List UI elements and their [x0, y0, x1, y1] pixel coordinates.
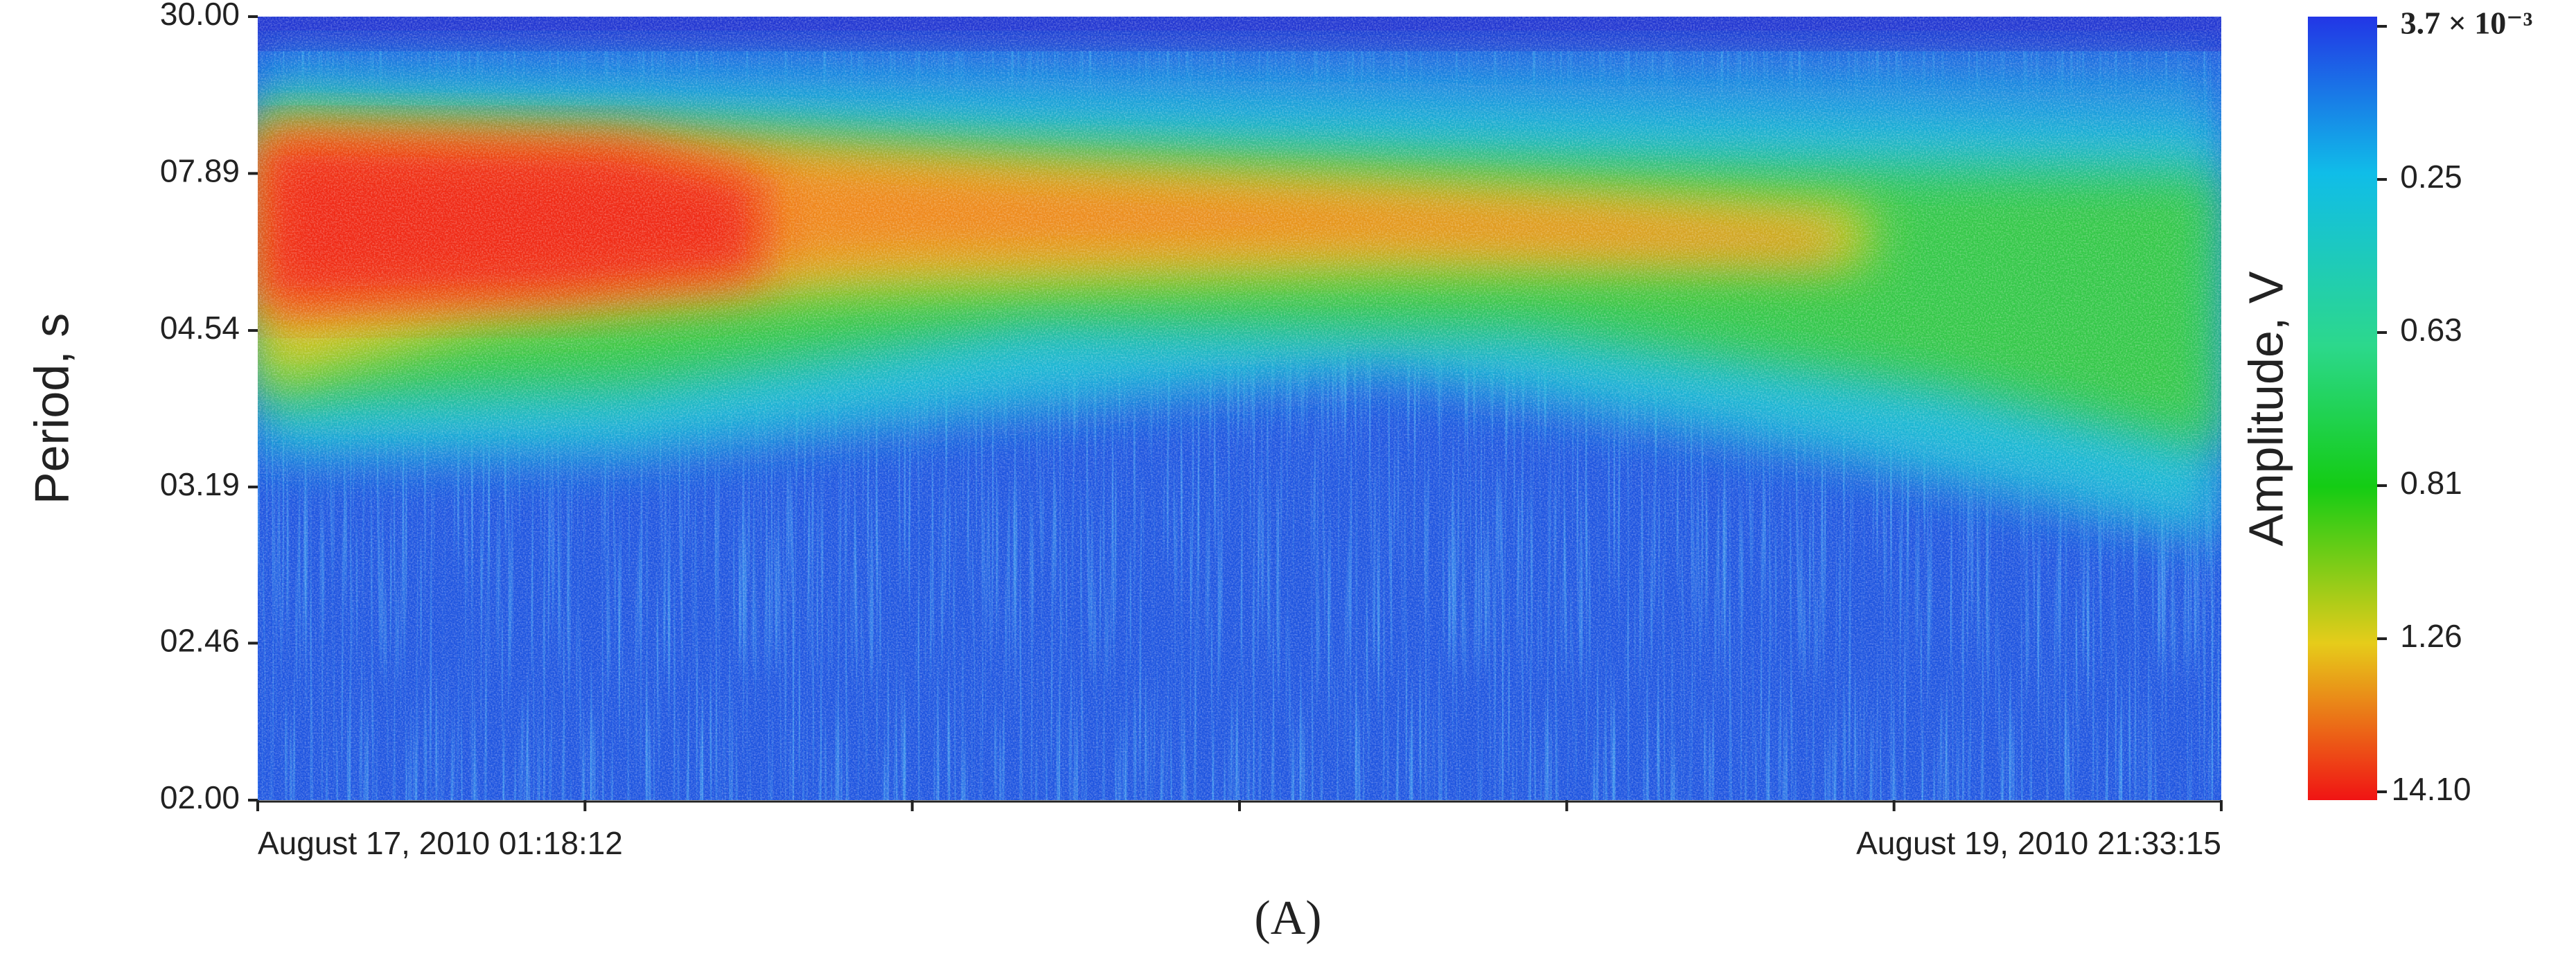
- spectrogram: [258, 17, 2221, 800]
- caption: (A): [1254, 892, 1321, 945]
- colorbar-tick-label: 14.10: [2391, 771, 2471, 807]
- colorbar: [2308, 17, 2377, 800]
- colorbar-tick-label: 0.81: [2400, 465, 2462, 501]
- y-tick-label: 30.00: [160, 0, 240, 32]
- colorbar-tick-label: 1.26: [2400, 618, 2462, 654]
- x-tick-label: August 19, 2010 21:33:15: [1856, 825, 2221, 861]
- colorbar-tick-label: 0.63: [2400, 312, 2462, 348]
- y-tick-label: 03.19: [160, 466, 240, 502]
- y-tick-label: 02.00: [160, 779, 240, 815]
- y-tick-label: 04.54: [160, 310, 240, 346]
- colorbar-tick-label: 3.7 × 10⁻³: [2401, 6, 2533, 41]
- y-tick-label: 07.89: [160, 153, 240, 189]
- colorbar-title: Amplitude, V: [2239, 271, 2293, 546]
- colorbar-tick-label: 0.25: [2400, 159, 2462, 195]
- y-axis-title: Period, s: [24, 313, 78, 504]
- y-tick-label: 02.46: [160, 623, 240, 659]
- x-tick-label: August 17, 2010 01:18:12: [258, 825, 623, 861]
